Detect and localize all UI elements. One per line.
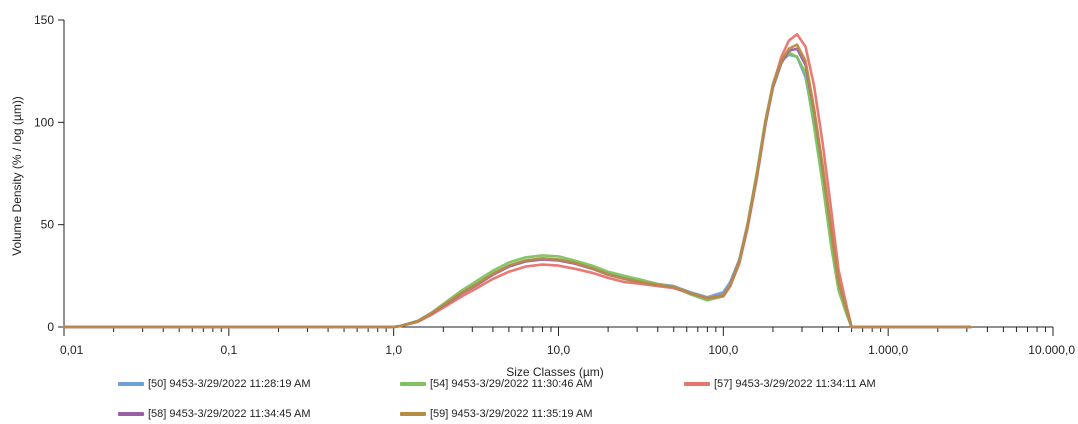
y-tick-label: 150 xyxy=(34,13,54,27)
series-line xyxy=(62,51,972,329)
legend: [50] 9453-3/29/2022 11:28:19 AM [54] 9453… xyxy=(118,378,1018,424)
y-tick-label: 100 xyxy=(34,115,54,129)
y-tick-label: 0 xyxy=(47,320,54,334)
x-tick-label: 1,0 xyxy=(385,343,402,357)
legend-label: [58] 9453-3/29/2022 11:34:45 AM xyxy=(148,408,311,420)
legend-item: [58] 9453-3/29/2022 11:34:45 AM xyxy=(118,408,310,420)
y-tick-label: 50 xyxy=(41,218,55,232)
legend-item: [57] 9453-3/29/2022 11:34:11 AM xyxy=(684,378,876,390)
legend-label: [59] 9453-3/29/2022 11:35:19 AM xyxy=(430,408,593,420)
x-tick-label: 10,0 xyxy=(547,343,571,357)
series-lines xyxy=(62,32,972,329)
axes: 0 50 100 150 0,01 0,1 1,0 10,0 100,0 1.000,0 10.00… xyxy=(34,13,1075,357)
legend-swatch xyxy=(118,412,144,416)
series-line xyxy=(62,43,972,329)
legend-swatch xyxy=(118,382,144,386)
legend-item: [50] 9453-3/29/2022 11:28:19 AM xyxy=(118,378,310,390)
x-tick-label: 100,0 xyxy=(708,343,738,357)
x-tick-label: 0,01 xyxy=(60,343,84,357)
legend-swatch xyxy=(400,412,426,416)
x-tick-label: 0,1 xyxy=(220,343,237,357)
legend-label: [57] 9453-3/29/2022 11:34:11 AM xyxy=(714,378,876,390)
legend-label: [54] 9453-3/29/2022 11:30:46 AM xyxy=(430,378,593,390)
plot-area: 0 50 100 150 0,01 0,1 1,0 10,0 100,0 1.000,0 10.00… xyxy=(10,13,1075,379)
x-tick-label: 1.000,0 xyxy=(868,343,908,357)
legend-swatch xyxy=(684,382,710,386)
x-axis-label: Size Classes (µm) xyxy=(506,365,604,379)
legend-item: [59] 9453-3/29/2022 11:35:19 AM xyxy=(400,408,592,420)
x-tick-label: 10.000,0 xyxy=(1028,343,1075,357)
legend-label: [50] 9453-3/29/2022 11:28:19 AM xyxy=(148,378,311,390)
series-line xyxy=(62,53,972,329)
y-axis-label: Volume Density (% / log (µm)) xyxy=(10,96,24,256)
legend-swatch xyxy=(400,382,426,386)
series-line xyxy=(62,32,972,329)
series-line xyxy=(62,47,972,329)
legend-item: [54] 9453-3/29/2022 11:30:46 AM xyxy=(400,378,592,390)
